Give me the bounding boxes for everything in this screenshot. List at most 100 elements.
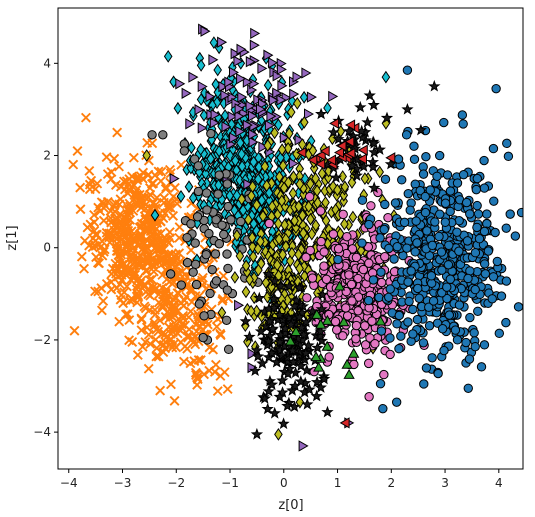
data-point-triangle-right (236, 73, 247, 85)
data-point-triangle-right (258, 141, 269, 153)
data-point-circle (435, 209, 445, 219)
y-axis-label: z[1] (5, 225, 20, 250)
data-point-x (79, 263, 90, 274)
x-tick-label: −1 (221, 476, 239, 490)
data-point-circle (226, 215, 236, 225)
data-point-circle (201, 188, 212, 198)
data-point-circle (479, 155, 489, 166)
data-point-circle (470, 284, 480, 295)
data-point-circle (406, 266, 416, 276)
data-point-circle (347, 296, 357, 306)
data-point-x (76, 251, 87, 262)
data-point-triangle-right (234, 299, 245, 311)
data-point-x (160, 337, 171, 347)
data-point-diamond (306, 212, 315, 226)
data-point-circle (403, 277, 413, 287)
data-point-diamond (245, 273, 254, 286)
data-point-x (215, 330, 226, 341)
data-point-x (176, 319, 187, 330)
data-point-x (149, 304, 160, 315)
data-point-triangle-right (208, 54, 219, 66)
data-point-x (131, 189, 142, 200)
data-point-circle (223, 344, 234, 355)
data-point-diamond (238, 204, 248, 217)
data-point-x (165, 297, 176, 308)
data-point-diamond (196, 143, 206, 156)
data-point-circle (479, 340, 490, 350)
data-point-circle (412, 314, 423, 325)
data-point-diamond (235, 249, 245, 263)
data-point-circle (193, 161, 203, 171)
data-point-triangle-right (234, 110, 245, 122)
data-point-circle (319, 247, 329, 257)
data-point-circle (454, 300, 465, 310)
data-point-circle (390, 198, 401, 208)
data-point-triangle-left (345, 119, 356, 131)
data-point-x (146, 221, 157, 232)
data-point-circle (264, 218, 274, 229)
data-point-circle (193, 186, 204, 197)
data-point-x (143, 363, 154, 374)
data-point-triangle-right (289, 88, 300, 100)
data-point-triangle-right (197, 122, 208, 134)
data-point-triangle-up (284, 335, 297, 346)
data-point-circle (385, 333, 395, 343)
data-point-circle (458, 169, 469, 180)
data-point-triangle-right (304, 108, 315, 120)
data-point-star (273, 335, 286, 348)
data-point-x (82, 222, 93, 233)
data-point-triangle-right (235, 125, 246, 138)
x-tick-label: 1 (334, 476, 342, 490)
data-point-circle (403, 317, 413, 327)
data-point-x (89, 217, 100, 228)
data-point-circle (363, 358, 374, 369)
data-point-x (164, 164, 175, 175)
data-point-diamond (237, 192, 247, 206)
data-point-star (302, 339, 315, 351)
data-point-star (361, 115, 374, 128)
data-point-diamond (196, 59, 206, 72)
data-point-star (315, 107, 328, 120)
data-point-triangle-right (257, 62, 268, 75)
data-point-diamond (211, 77, 221, 91)
data-point-circle (516, 207, 523, 218)
data-point-circle (502, 138, 512, 149)
data-point-x (69, 325, 80, 336)
data-point-triangle-left (315, 158, 326, 170)
data-point-star (286, 344, 299, 356)
data-point-circle (338, 209, 348, 220)
data-point-circle (445, 206, 455, 217)
data-point-circle (425, 185, 435, 195)
data-point-circle (176, 280, 187, 290)
data-point-star (265, 378, 279, 390)
data-point-star (321, 405, 334, 418)
data-point-x (101, 231, 112, 242)
data-point-circle (374, 292, 384, 303)
data-point-x (95, 242, 106, 253)
data-point-circle (333, 254, 343, 265)
data-point-diamond (252, 198, 262, 212)
data-point-x (146, 238, 157, 249)
data-point-diamond (321, 196, 330, 209)
data-point-x (124, 315, 135, 326)
data-point-x (185, 306, 196, 317)
ticks-layer: −4 −3 −2 −1 0 1 2 3 4 −4 −2 0 2 4 (33, 56, 502, 490)
data-point-star (267, 301, 281, 314)
data-point-circle (301, 252, 311, 263)
data-point-circle (204, 228, 214, 239)
data-point-circle (482, 209, 492, 219)
data-point-circle (357, 238, 367, 248)
data-point-diamond (260, 160, 270, 173)
data-point-diamond (274, 232, 284, 246)
data-point-circle (473, 306, 483, 316)
data-point-triangle-up (333, 280, 346, 291)
data-point-diamond (333, 183, 342, 197)
data-point-star (256, 357, 269, 369)
data-point-x (98, 295, 109, 306)
data-point-star (354, 100, 367, 113)
data-point-circle (402, 65, 413, 75)
data-point-diamond (261, 276, 271, 289)
data-point-triangle-right (230, 48, 241, 60)
data-point-triangle-right (256, 103, 267, 115)
